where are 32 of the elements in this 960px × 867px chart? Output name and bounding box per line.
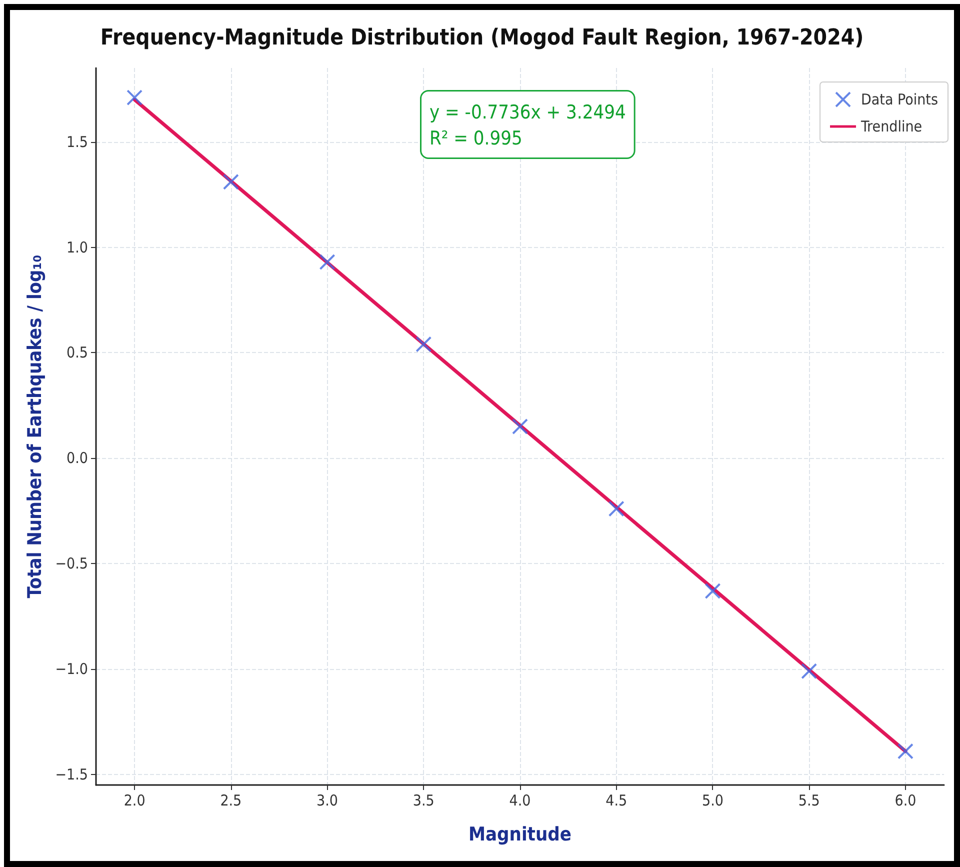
legend-label: Trendline — [860, 118, 922, 136]
y-axis-title: Total Number of Earthquakes / log₁₀ — [24, 254, 46, 598]
x-tick-label: 5.0 — [702, 792, 724, 810]
point — [801, 663, 818, 680]
point — [319, 254, 336, 270]
x-tick-label: 2.0 — [124, 792, 146, 810]
x-tick-label: 3.0 — [316, 792, 338, 810]
x-tick-label: 4.5 — [606, 792, 628, 810]
annotation: R² = 0.995 — [430, 128, 522, 150]
x-tick-label: 3.5 — [412, 792, 434, 810]
y-tick-label: −1.0 — [55, 660, 88, 678]
y-tick-label: 1.5 — [66, 132, 88, 151]
y-tick-label: 1.0 — [66, 238, 88, 256]
point — [416, 336, 432, 352]
x-tick-label: 6.0 — [894, 792, 916, 810]
y-tick-label: −0.5 — [55, 554, 88, 573]
point — [126, 90, 143, 106]
point — [704, 582, 721, 599]
point — [897, 743, 914, 760]
chart-title: Frequency-Magnitude Distribution (Mogod Fault Region, 1967-2024) — [100, 26, 864, 50]
point — [608, 500, 624, 517]
x-tick-label: 4.0 — [509, 792, 531, 810]
y-tick-label: 0.5 — [66, 344, 88, 362]
y-tick-label: 0.0 — [66, 449, 88, 468]
annotation: y = -0.7736x + 3.2494 — [430, 102, 626, 124]
point — [512, 418, 528, 434]
point — [222, 174, 239, 190]
x-tick-label: 5.5 — [798, 792, 820, 810]
x-axis-title: Magnitude — [468, 824, 572, 846]
legend-label: Data Points — [861, 90, 938, 108]
y-tick-label: −1.5 — [55, 765, 88, 784]
x-tick-label: 2.5 — [220, 792, 242, 810]
